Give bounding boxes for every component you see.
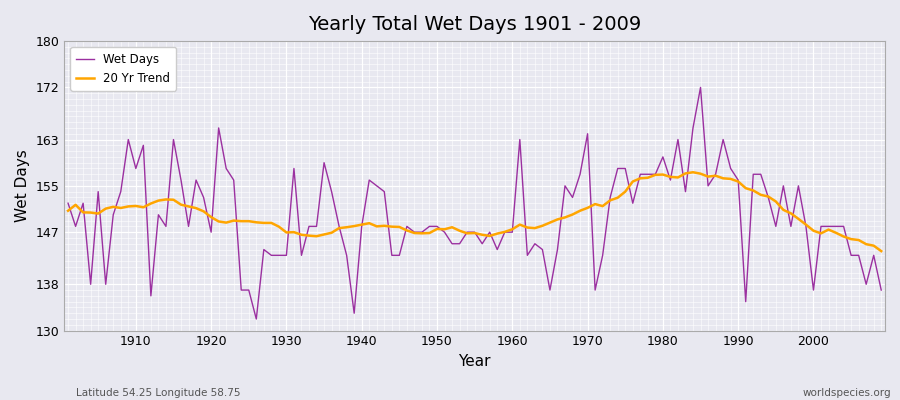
20 Yr Trend (688, 170, 698, 175)
Wet Days (296, 253, 307, 258)
Wet Days (341, 253, 352, 258)
Wet Days (123, 137, 134, 142)
Wet Days (876, 288, 886, 292)
Wet Days (63, 201, 74, 206)
20 Yr Trend (289, 230, 300, 234)
Wet Days (695, 85, 706, 90)
20 Yr Trend (334, 226, 345, 230)
20 Yr Trend (507, 227, 517, 232)
Wet Days (251, 317, 262, 322)
Legend: Wet Days, 20 Yr Trend: Wet Days, 20 Yr Trend (70, 47, 176, 91)
20 Yr Trend (63, 208, 74, 213)
Line: Wet Days: Wet Days (68, 88, 881, 319)
Title: Yearly Total Wet Days 1901 - 2009: Yearly Total Wet Days 1901 - 2009 (308, 15, 642, 34)
Text: Latitude 54.25 Longitude 58.75: Latitude 54.25 Longitude 58.75 (76, 388, 241, 398)
20 Yr Trend (876, 249, 886, 254)
Line: 20 Yr Trend: 20 Yr Trend (68, 172, 881, 251)
Wet Days (605, 195, 616, 200)
Wet Days (507, 230, 517, 234)
20 Yr Trend (123, 204, 134, 209)
X-axis label: Year: Year (458, 354, 491, 369)
Y-axis label: Wet Days: Wet Days (15, 150, 30, 222)
20 Yr Trend (598, 204, 608, 208)
Wet Days (515, 137, 526, 142)
Text: worldspecies.org: worldspecies.org (803, 388, 891, 398)
20 Yr Trend (500, 230, 510, 234)
